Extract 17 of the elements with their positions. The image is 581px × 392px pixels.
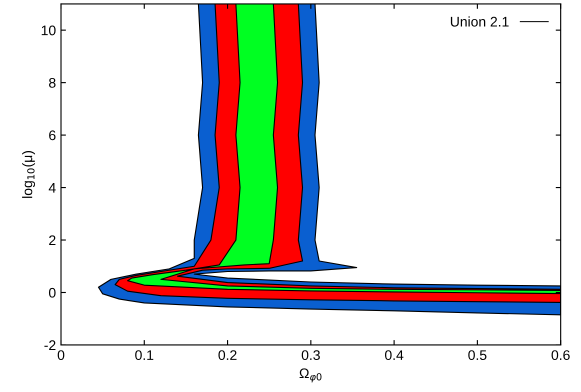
y-tick-label: 10 [42, 25, 56, 36]
y-tick-label: -2 [44, 340, 56, 350]
x-tick-label: 0.6 [552, 350, 570, 360]
x-tick-label: 0.5 [468, 350, 486, 360]
y-axis-title: log$_{10}$(μ) [22, 151, 36, 198]
y-tick-label: 4 [48, 183, 56, 193]
x-tick-label: 0.2 [218, 350, 237, 360]
y-tick-label: 8 [49, 78, 56, 88]
y-tick-label: 6 [49, 130, 56, 140]
x-tick-label: 0.1 [135, 350, 154, 360]
x-tick-label: 0 [58, 350, 64, 360]
legend-label: Union 2.1 [450, 16, 509, 27]
x-axis-title: Ω$_{φ0}$ [300, 368, 322, 382]
x-tick-label: 0.4 [385, 350, 404, 360]
y-tick-label: 0 [48, 288, 56, 298]
y-tick-label: 2 [49, 235, 56, 246]
x-tick-label: 0.3 [302, 350, 320, 360]
